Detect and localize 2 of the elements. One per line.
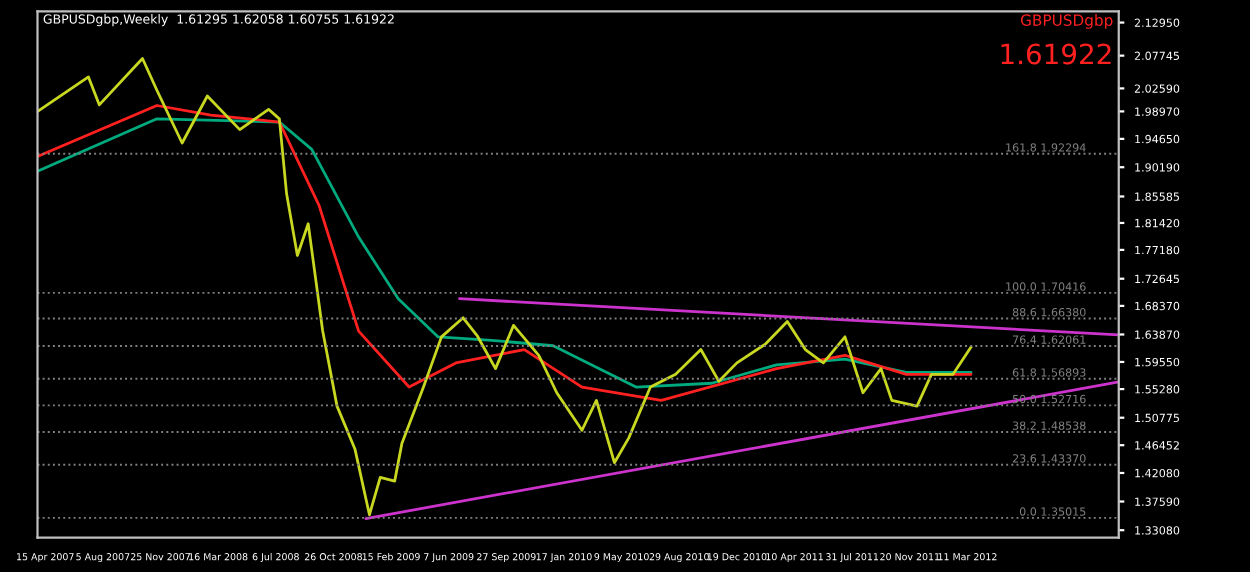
- annotation: 1.61922: [1001, 43, 1111, 65]
- line-series: [37, 57, 973, 517]
